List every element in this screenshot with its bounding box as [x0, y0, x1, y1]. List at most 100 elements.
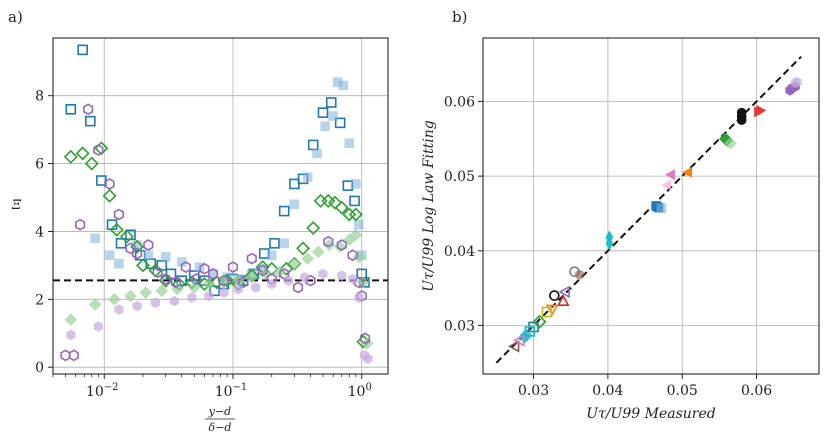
panel-a-series-4-point: [238, 276, 249, 289]
panel-a-series-3-point: [312, 245, 325, 259]
panel-a-series-4-point: [336, 239, 347, 251]
panel-b-series-16-point: [545, 304, 559, 317]
panel-b-series-7-point: [665, 169, 675, 181]
panel-a-series-3-point: [202, 277, 216, 291]
panel-a-series-2-point: [342, 207, 357, 222]
panel-a-series-5-point: [267, 278, 277, 290]
panel-a-series-1-point: [351, 179, 361, 189]
panel-a-series-3-point: [171, 282, 184, 296]
panel-a-series-2-point: [328, 195, 342, 210]
panel-a-series-1-point: [302, 172, 313, 182]
panel-a-series-3-point: [352, 250, 366, 264]
panel-a-series-2-point: [84, 156, 99, 171]
panel-a-series-1-point: [279, 238, 290, 249]
panel-b-points: [507, 76, 803, 353]
panel-a-y-tick-label: 2: [35, 292, 44, 308]
panel-a-series-0-point: [85, 115, 96, 127]
panel-a-series-5-point: [348, 273, 358, 285]
panel-a-series-2-point: [313, 193, 328, 208]
panel-a-series-1-point: [143, 250, 154, 261]
panel-a-series-2-point: [334, 200, 349, 215]
panel-b-series-22-point: [507, 340, 520, 353]
panel-a-series-0-point: [325, 97, 337, 108]
panel-a-series-3-point: [124, 289, 137, 303]
panel-a-series-3-point: [245, 270, 259, 284]
panel-a-series-0-point: [77, 44, 88, 56]
panel-b-series-24-point: [513, 334, 525, 347]
panel-a-series-2-point: [75, 146, 90, 161]
panel-a-series-2-point: [279, 261, 294, 276]
panel-a-series-4-point: [152, 266, 163, 279]
panel-a-series-5-point: [150, 297, 161, 309]
panel-a-x-tick-label: 10−2: [86, 382, 119, 400]
panel-a-series-3-point: [64, 313, 78, 326]
panel-b-reference-line: [495, 55, 802, 364]
panel-a-series-4-point: [132, 247, 143, 260]
panel-a-series-0-point: [278, 205, 290, 217]
panel-a-y-tick-label: 4: [35, 224, 44, 240]
panel-b-y-tick-label: 0.03: [444, 318, 475, 334]
panel-a-series-4-point: [191, 273, 202, 285]
panel-a-series-1-point: [344, 138, 355, 149]
panel-b-y-tick-label: 0.04: [444, 244, 475, 260]
panel-a-series-3-point: [333, 240, 347, 254]
panel-a-series-3-point: [187, 281, 201, 294]
panel-a-y-tick-label: 0: [35, 360, 44, 376]
panel-a-series-4-point: [207, 268, 219, 280]
panel-b-series-10-point: [656, 203, 667, 214]
panel-b-series-5-point: [724, 137, 737, 150]
panel-a-series-3-point: [88, 298, 102, 311]
panel-a-xlabel-denominator: δ−d: [209, 421, 232, 434]
panel-a-series-2-point: [348, 207, 363, 222]
panel-b-xlabel: Uτ/U99 Measured: [586, 406, 715, 422]
panel-a-series-5-point: [66, 329, 76, 341]
panel-a-series-1-point: [90, 233, 100, 244]
panel-a-series-4-point: [113, 208, 124, 221]
panel-a-points: [60, 44, 374, 365]
panel-a-series-2-point: [119, 229, 134, 244]
panel-a-series-1-point: [320, 121, 330, 132]
panel-a-series-4-point: [160, 273, 171, 285]
panel-a-series-0-point: [349, 195, 360, 207]
panel-b: b) 0.03 0.04 0.05 0.06 0.03 0.04 0.05 0.06 Uτ/U…: [421, 8, 820, 422]
panel-a-y-tick-label: 8: [35, 89, 44, 105]
panel-b-frame: [482, 37, 820, 375]
panel-b-x-tick-label: 0.06: [741, 383, 772, 399]
panel-b-series-18-point: [541, 306, 553, 318]
panel-b-ylabel: Uτ/U99 Log Law Fitting: [421, 120, 437, 291]
panel-b-series-21-point: [532, 314, 547, 329]
panel-a-series-4-point: [170, 276, 181, 289]
panel-a-series-1-point: [160, 252, 171, 262]
panel-a-series-4-point: [180, 261, 191, 273]
panel-a-series-4-point: [60, 349, 71, 362]
panel-b-series-8-point: [661, 179, 672, 191]
panel-b-series-14-point: [574, 269, 585, 280]
panel-b-x-tick-label: 0.05: [667, 383, 698, 399]
panel-b-series-1-point: [754, 106, 765, 118]
panel-a-series-4-point: [104, 178, 115, 190]
panel-a-series-5-point: [318, 268, 328, 280]
panel-a-series-5-point: [93, 321, 103, 332]
panel-a-series-1-point: [312, 148, 322, 159]
panel-a-series-0-point: [317, 107, 329, 118]
panel-a-series-4-point: [227, 261, 239, 273]
panel-a-series-0-point: [269, 238, 280, 249]
panel-a-series-5-point: [132, 300, 142, 312]
panel-a-x-tick-label: 100: [348, 382, 372, 400]
panel-b-series-12-point: [549, 290, 560, 301]
panel-a-series-4-point: [218, 274, 229, 287]
panel-a-series-5-point: [219, 287, 229, 298]
panel-a-series-0-point: [289, 178, 300, 190]
panel-a-series-1-point: [338, 80, 349, 91]
panel-a-series-1-point: [328, 111, 338, 121]
panel-a-series-4-point: [83, 103, 94, 116]
panel-b-series-0-point: [736, 107, 747, 118]
panel-a-series-3-point: [301, 252, 314, 265]
panel-a-xlabel: y−d δ−d: [205, 405, 235, 434]
panel-a-y-tick-label: 6: [35, 157, 44, 173]
panel-a-series-5-point: [300, 271, 310, 283]
panel-a-ylabel: Ξ: [11, 198, 22, 213]
panel-b-series-3-point: [792, 76, 803, 88]
panel-a-series-0-point: [334, 117, 346, 129]
